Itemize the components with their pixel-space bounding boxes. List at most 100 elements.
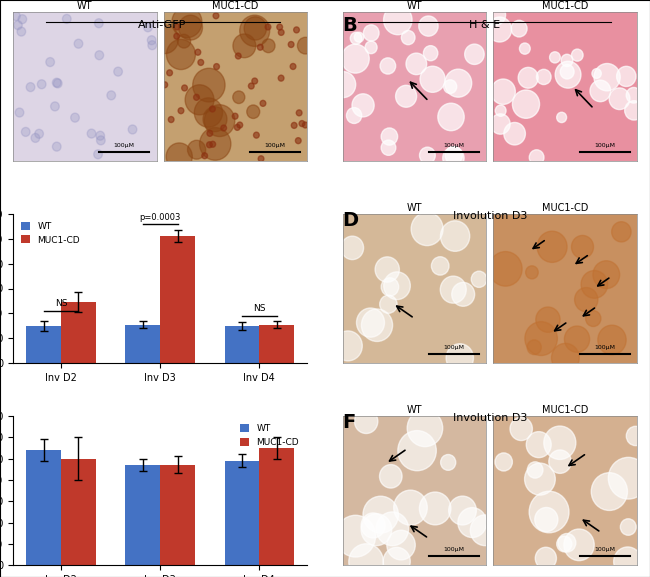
Circle shape [277, 24, 283, 30]
Circle shape [617, 66, 636, 87]
Text: 100μM: 100μM [594, 547, 615, 552]
Circle shape [188, 140, 205, 159]
Circle shape [232, 113, 238, 119]
Circle shape [302, 122, 308, 128]
Circle shape [448, 496, 476, 525]
Circle shape [14, 21, 22, 29]
Text: D: D [343, 211, 359, 230]
Bar [125, 465, 160, 565]
Circle shape [204, 104, 235, 137]
Circle shape [561, 54, 573, 66]
Circle shape [363, 496, 398, 533]
Circle shape [128, 125, 137, 134]
Circle shape [244, 17, 266, 40]
Circle shape [207, 142, 213, 148]
Circle shape [620, 519, 636, 535]
Circle shape [162, 82, 168, 88]
Circle shape [526, 266, 538, 279]
Circle shape [535, 507, 558, 531]
Circle shape [37, 80, 46, 89]
Bar [259, 448, 294, 565]
Circle shape [440, 276, 466, 303]
Circle shape [376, 512, 409, 546]
Circle shape [380, 295, 397, 313]
Circle shape [504, 122, 525, 145]
Circle shape [361, 513, 385, 538]
Bar [27, 450, 61, 565]
Circle shape [278, 29, 284, 35]
Circle shape [384, 5, 412, 35]
Circle shape [518, 68, 538, 88]
Circle shape [233, 91, 245, 103]
Title: WT: WT [407, 1, 422, 11]
Text: A: A [13, 16, 28, 35]
Bar [160, 236, 195, 364]
Circle shape [419, 147, 436, 164]
Circle shape [549, 450, 571, 473]
Circle shape [74, 39, 83, 48]
Circle shape [198, 59, 203, 65]
Circle shape [550, 52, 560, 63]
Title: MUC1-CD: MUC1-CD [542, 405, 588, 415]
Circle shape [551, 343, 579, 372]
Circle shape [384, 272, 410, 299]
Circle shape [200, 128, 231, 160]
Circle shape [51, 102, 59, 111]
Circle shape [423, 46, 438, 61]
Circle shape [445, 147, 462, 164]
Title: MUC1-CD: MUC1-CD [542, 1, 588, 11]
Circle shape [536, 69, 551, 85]
Text: 100μM: 100μM [265, 143, 285, 148]
Circle shape [525, 321, 557, 355]
Circle shape [265, 24, 271, 30]
Circle shape [537, 231, 567, 263]
Circle shape [560, 65, 574, 79]
Text: B: B [343, 16, 358, 35]
Circle shape [441, 221, 470, 252]
Circle shape [235, 125, 240, 130]
Circle shape [398, 430, 436, 471]
Circle shape [406, 53, 426, 74]
Circle shape [174, 33, 179, 39]
Text: Involution D3: Involution D3 [452, 211, 527, 220]
Bar [61, 302, 96, 364]
Circle shape [240, 15, 270, 46]
Bar [259, 325, 294, 364]
Circle shape [193, 68, 225, 102]
Circle shape [592, 69, 601, 78]
Title: WT: WT [77, 1, 92, 11]
Circle shape [625, 101, 644, 120]
Circle shape [291, 122, 297, 128]
Circle shape [365, 41, 377, 54]
Circle shape [556, 113, 567, 122]
Circle shape [194, 98, 222, 128]
Circle shape [491, 79, 515, 104]
Circle shape [396, 85, 417, 107]
Circle shape [247, 105, 260, 118]
Bar [225, 326, 259, 364]
Circle shape [209, 106, 215, 112]
Circle shape [333, 331, 362, 361]
Title: MUC1-CD: MUC1-CD [542, 203, 588, 213]
Circle shape [443, 80, 457, 93]
Circle shape [352, 94, 374, 117]
Circle shape [195, 49, 201, 55]
Circle shape [627, 426, 645, 445]
Circle shape [363, 25, 379, 41]
Circle shape [564, 326, 590, 353]
Circle shape [361, 514, 392, 546]
Circle shape [598, 325, 626, 355]
Circle shape [290, 63, 296, 69]
Circle shape [53, 78, 61, 87]
Circle shape [564, 529, 594, 561]
Circle shape [260, 100, 266, 106]
Circle shape [491, 114, 510, 134]
Circle shape [182, 85, 187, 91]
Circle shape [401, 31, 415, 44]
Circle shape [21, 128, 30, 136]
Circle shape [471, 271, 487, 287]
Circle shape [235, 53, 241, 59]
Circle shape [207, 130, 213, 136]
Circle shape [495, 105, 506, 117]
Circle shape [248, 83, 254, 89]
